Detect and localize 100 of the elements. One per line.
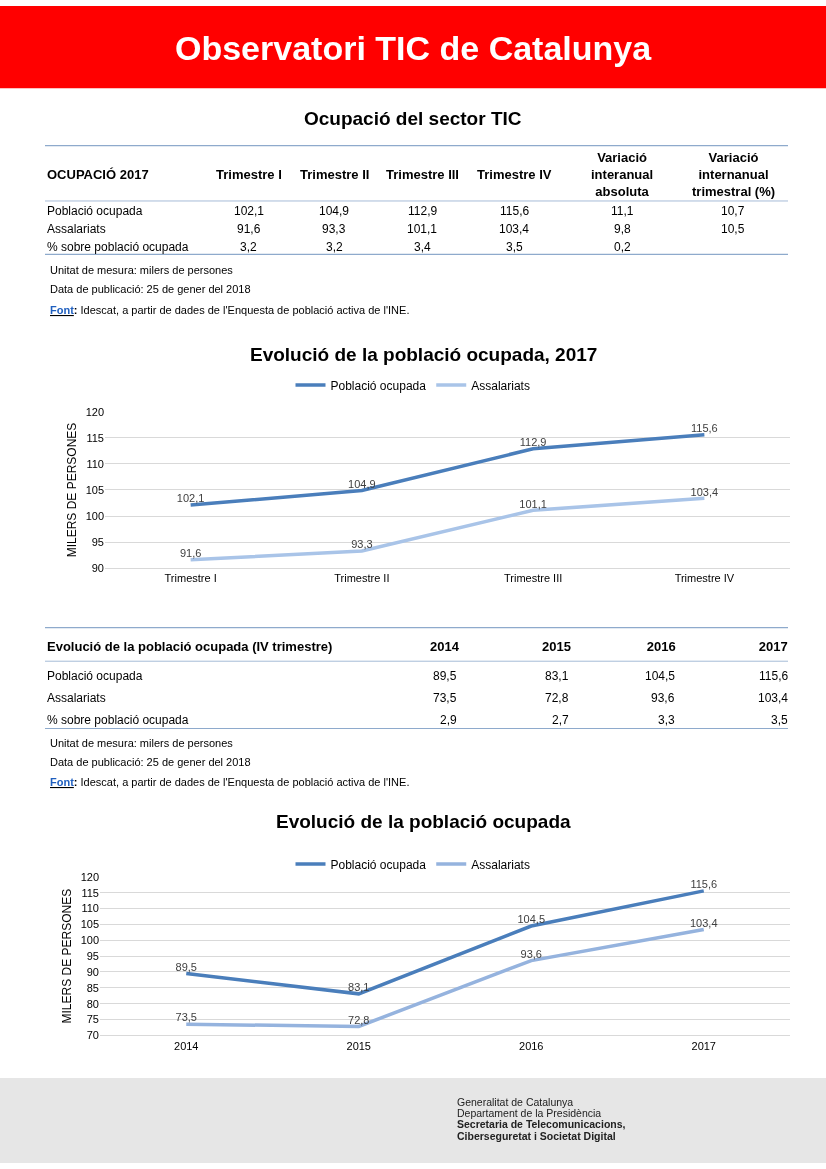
category-label: Trimestre IV <box>477 167 552 182</box>
text: 3,2 <box>326 240 343 254</box>
text: 103,4 <box>758 691 789 705</box>
y-tick-label: 70 <box>86 1029 99 1042</box>
text: Ciberseguretat i Societat Digital <box>457 1130 616 1142</box>
legend-label: Població ocupada <box>330 857 427 872</box>
text: 3,4 <box>414 240 431 254</box>
text: 101,1 <box>407 222 438 236</box>
category-label: Trimestre I <box>216 167 282 182</box>
text: 72,8 <box>545 691 569 705</box>
legend-label: Assalariats <box>471 857 530 872</box>
text: 91,6 <box>237 222 261 236</box>
text: Font: Idescat, a partir de dades de l'Enquesta de població activa de l'INE. <box>50 304 410 316</box>
y-tick-label: 95 <box>86 950 99 962</box>
text: 3,5 <box>506 240 523 254</box>
category-label: 2014 2015 2016 2017 <box>430 639 788 654</box>
text: Generalitat de Catalunya <box>457 1096 574 1108</box>
y-tick-label: 90 <box>86 965 99 978</box>
text: 10,5 <box>721 222 745 236</box>
text: 103,4 <box>499 222 530 236</box>
data-label: 115,6 <box>690 878 718 891</box>
category-label: Població ocupada <box>47 204 143 218</box>
y-tick-label: 120 <box>85 405 104 418</box>
y-tick-label: 75 <box>86 1013 99 1026</box>
category-label: Assalariats <box>47 222 106 236</box>
text: Departament de la Presidència <box>457 1107 602 1119</box>
text: 3,3 <box>658 713 675 727</box>
x-tick-label: 2015 <box>346 1039 371 1052</box>
data-label: 101,1 <box>519 497 547 510</box>
category-label: % sobre població ocupada <box>47 713 189 727</box>
x-tick-label: Trimestre IV <box>674 572 735 585</box>
y-tick-label: 95 <box>91 535 104 548</box>
x-tick-label: Trimestre III <box>504 572 563 585</box>
text: 9,8 <box>614 222 631 236</box>
text: 83,1 <box>545 669 569 683</box>
category-label: OCUPACIÓ 2017 <box>47 167 149 182</box>
text: 102,1 <box>234 204 265 218</box>
text: Assalariats <box>47 691 106 705</box>
y-tick-label: 115 <box>86 431 104 444</box>
y-tick-label: 110 <box>81 902 99 915</box>
category-label: Variació interanual absoluta <box>591 150 654 199</box>
legend-label: Població ocupada <box>330 378 427 393</box>
data-label: 83,1 <box>348 981 370 994</box>
text: 10,7 <box>721 204 745 218</box>
data-label: 89,5 <box>175 960 197 973</box>
text: Observatori TIC de Catalunya <box>175 29 653 67</box>
text: Unitat de mesura: milers de persones <box>50 264 234 276</box>
data-label: 104,9 <box>348 477 376 490</box>
legend-label: Assalariats <box>471 378 530 393</box>
text: 93,3 <box>322 222 346 236</box>
text: 11,1 <box>611 204 634 218</box>
text: 2,9 <box>440 713 457 727</box>
y-tick-label: 105 <box>80 918 99 931</box>
text: 104,9 <box>319 204 350 218</box>
data-label: 91,6 <box>179 547 202 560</box>
data-label: 103,4 <box>689 916 718 929</box>
text: 112,9 <box>408 204 438 218</box>
category-label: Trimestre III <box>386 167 459 182</box>
y-tick-label: 100 <box>85 509 104 522</box>
text: Població ocupada <box>47 669 143 683</box>
text: 73,5 <box>433 691 457 705</box>
x-tick-label: 2016 <box>519 1039 544 1052</box>
text: Unitat de mesura: milers de persones <box>50 737 234 749</box>
text: Data de publicació: 25 de gener del 2018 <box>50 756 251 768</box>
text: Font: Idescat, a partir de dades de l'Enquesta de població activa de l'INE. <box>50 776 410 788</box>
data-label: 93,6 <box>520 947 542 960</box>
text: 115,6 <box>500 204 530 218</box>
data-label: 93,3 <box>351 538 373 551</box>
data-label: 72,8 <box>348 1013 370 1026</box>
x-tick-label: Trimestre I <box>164 572 217 585</box>
data-label: 103,4 <box>690 485 719 498</box>
text: 93,6 <box>651 691 675 705</box>
text: Ocupació del sector TIC <box>304 108 522 129</box>
data-label: 115,6 <box>691 421 718 434</box>
x-tick-label: Trimestre II <box>334 572 390 585</box>
text: 3,5 <box>771 713 788 727</box>
x-tick-label: 2017 <box>691 1039 716 1052</box>
category-label: % sobre població ocupada <box>47 240 189 254</box>
y-tick-label: 85 <box>86 981 99 994</box>
text: 89,5 <box>433 669 457 683</box>
text: Data de publicació: 25 de gener del 2018 <box>50 283 251 295</box>
text: 2,7 <box>552 713 569 727</box>
category-label: Evolució de la població ocupada (IV trimestre) <box>47 639 333 654</box>
y-tick-label: 90 <box>91 562 104 575</box>
chart-title: Evolució de la població ocupada, 2017 <box>250 344 598 365</box>
data-label: 112,9 <box>519 436 547 449</box>
y-axis-title: MILERS DE PERSONES <box>64 422 79 558</box>
y-tick-label: 100 <box>80 934 99 947</box>
y-tick-label: 115 <box>81 886 99 899</box>
chart-title: Evolució de la població ocupada <box>276 811 571 832</box>
text: Secretaria de Telecomunicacions, <box>457 1118 626 1130</box>
data-label: 102,1 <box>176 492 205 505</box>
category-label: Trimestre II <box>300 167 370 182</box>
category-label: Variació internanual trimestral (%) <box>692 150 776 199</box>
y-tick-label: 110 <box>86 457 104 470</box>
y-axis-title: MILERS DE PERSONES <box>59 888 74 1024</box>
y-tick-label: 120 <box>80 870 99 883</box>
text: 3,2 <box>240 240 257 254</box>
y-tick-label: 80 <box>86 997 99 1010</box>
y-tick-label: 105 <box>85 483 104 496</box>
